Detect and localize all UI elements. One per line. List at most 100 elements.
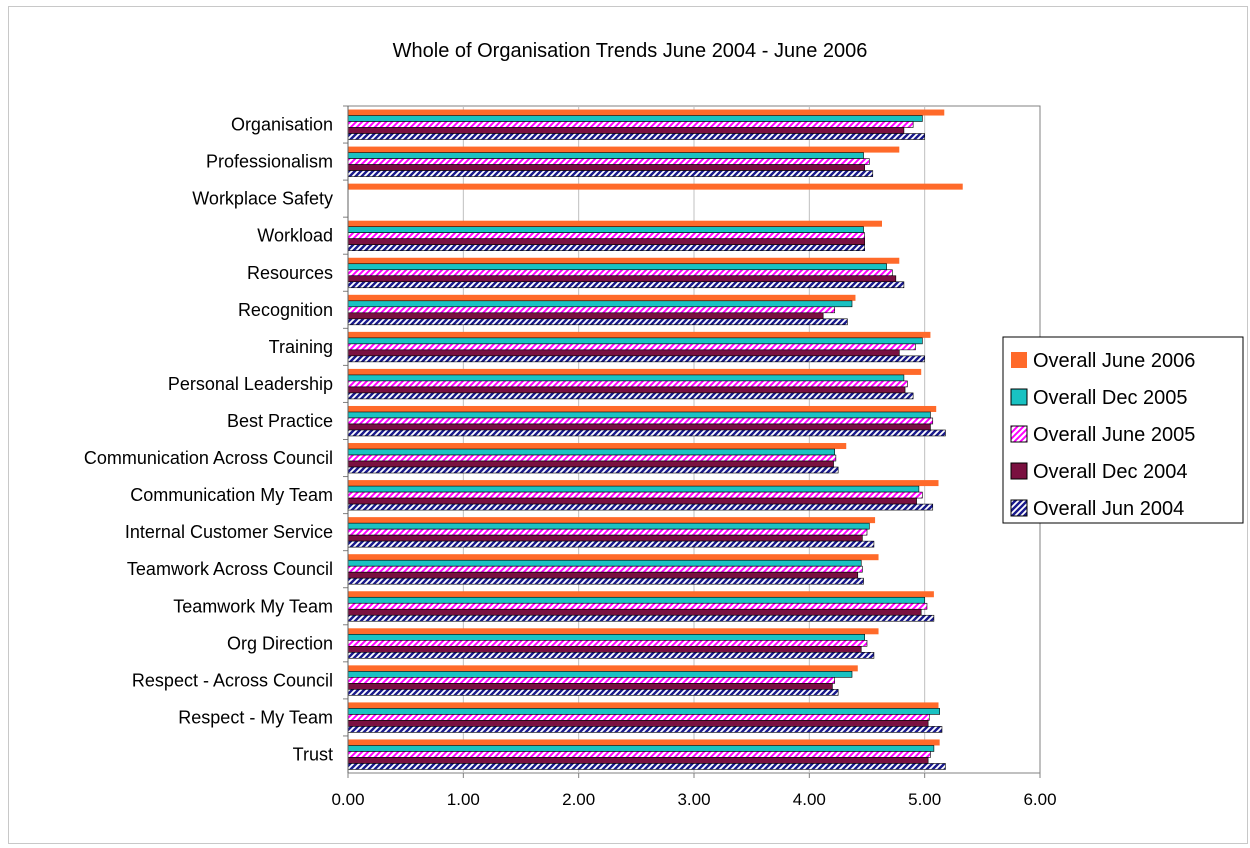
bar bbox=[348, 146, 900, 153]
bar bbox=[347, 757, 929, 764]
bar bbox=[347, 634, 865, 641]
bar bbox=[347, 571, 859, 579]
bar bbox=[347, 751, 931, 758]
bar bbox=[348, 294, 856, 301]
bar bbox=[347, 429, 946, 437]
bar bbox=[348, 109, 945, 116]
bar bbox=[347, 720, 929, 727]
legend-label: Overall Dec 2004 bbox=[1033, 461, 1188, 483]
bar bbox=[347, 423, 931, 431]
x-tick-label: 3.00 bbox=[677, 790, 710, 809]
bar bbox=[348, 443, 847, 450]
bar bbox=[347, 275, 897, 283]
legend-box bbox=[1002, 336, 1244, 524]
x-tick-label: 1.00 bbox=[447, 790, 480, 809]
bar bbox=[347, 133, 925, 140]
x-tick-label: 6.00 bbox=[1023, 790, 1056, 809]
bar bbox=[347, 540, 875, 548]
category-label: Professionalism bbox=[206, 152, 333, 172]
bar bbox=[347, 343, 916, 351]
category-label: Communication Across Council bbox=[84, 448, 333, 468]
bar bbox=[347, 337, 923, 345]
category-label: Training bbox=[269, 337, 333, 357]
bar bbox=[347, 491, 923, 499]
bar bbox=[347, 602, 928, 610]
bar bbox=[347, 164, 865, 171]
category-label: Organisation bbox=[231, 115, 333, 135]
chart-svg: Whole of Organisation Trends June 2004 -… bbox=[84, 40, 1244, 809]
bar bbox=[347, 121, 914, 128]
bar bbox=[347, 244, 865, 251]
bar bbox=[347, 614, 935, 622]
category-label: Workload bbox=[257, 226, 333, 246]
bar bbox=[347, 454, 837, 462]
bar bbox=[347, 226, 864, 233]
category-label: Personal Leadership bbox=[168, 374, 333, 394]
bar bbox=[348, 591, 934, 598]
bar bbox=[347, 640, 868, 647]
bar bbox=[347, 392, 914, 400]
bar bbox=[347, 152, 864, 159]
bar bbox=[347, 708, 940, 715]
bar bbox=[348, 665, 858, 672]
bar bbox=[348, 257, 900, 264]
category-label: Best Practice bbox=[227, 411, 333, 431]
bar bbox=[347, 534, 863, 542]
bar bbox=[347, 115, 923, 122]
bar bbox=[347, 417, 934, 425]
bar bbox=[347, 238, 865, 245]
bar bbox=[347, 300, 853, 308]
bar bbox=[347, 652, 875, 659]
bar bbox=[347, 596, 925, 604]
legend: Overall June 2006 Overall Dec 2005 Overall… bbox=[1002, 336, 1244, 524]
bar bbox=[347, 386, 906, 394]
chart-title: Whole of Organisation Trends June 2004 -… bbox=[393, 40, 868, 62]
category-label: Trust bbox=[293, 744, 333, 764]
bar bbox=[347, 306, 836, 314]
bar bbox=[347, 466, 839, 474]
bar bbox=[348, 480, 939, 487]
bar bbox=[348, 628, 879, 635]
bar bbox=[347, 714, 930, 721]
bar bbox=[348, 739, 940, 746]
bar bbox=[348, 331, 931, 338]
bar bbox=[347, 355, 925, 363]
bar bbox=[348, 368, 922, 375]
bar bbox=[347, 689, 839, 696]
x-tick-label: 5.00 bbox=[908, 790, 941, 809]
bar bbox=[348, 220, 882, 227]
category-label: Internal Customer Service bbox=[125, 522, 333, 542]
plot-area: 0.00 1.00 2.00 3.00 4.00 5.00 6.00 Organisation… bbox=[84, 105, 1057, 809]
bar bbox=[347, 745, 935, 752]
bar bbox=[347, 349, 900, 357]
x-tick-label: 4.00 bbox=[793, 790, 826, 809]
legend-swatch bbox=[1010, 388, 1028, 406]
bar bbox=[347, 312, 824, 320]
category-label: Recognition bbox=[238, 300, 333, 320]
bar bbox=[347, 460, 834, 468]
category-label: Teamwork My Team bbox=[173, 596, 333, 616]
bar bbox=[347, 448, 836, 456]
x-tick-label: 0.00 bbox=[331, 790, 364, 809]
legend-label: Overall Dec 2005 bbox=[1033, 387, 1188, 409]
category-label: Workplace Safety bbox=[192, 189, 333, 209]
bar bbox=[347, 522, 870, 530]
legend-label: Overall Jun 2004 bbox=[1033, 498, 1184, 520]
category-label: Org Direction bbox=[227, 633, 333, 653]
bar bbox=[347, 485, 920, 493]
category-label: Communication My Team bbox=[130, 485, 333, 505]
bar bbox=[347, 671, 853, 678]
bar bbox=[347, 374, 905, 382]
legend-swatch bbox=[1010, 425, 1028, 443]
legend-swatch bbox=[1011, 352, 1027, 368]
bar bbox=[347, 127, 905, 134]
bar bbox=[347, 763, 946, 770]
bar bbox=[348, 517, 876, 524]
category-label: Resources bbox=[247, 263, 333, 283]
category-label: Respect - Across Council bbox=[132, 670, 333, 690]
category-label: Respect - My Team bbox=[178, 707, 333, 727]
bar bbox=[347, 503, 934, 511]
bar bbox=[347, 646, 862, 653]
bar bbox=[348, 183, 963, 190]
bar bbox=[347, 380, 908, 388]
